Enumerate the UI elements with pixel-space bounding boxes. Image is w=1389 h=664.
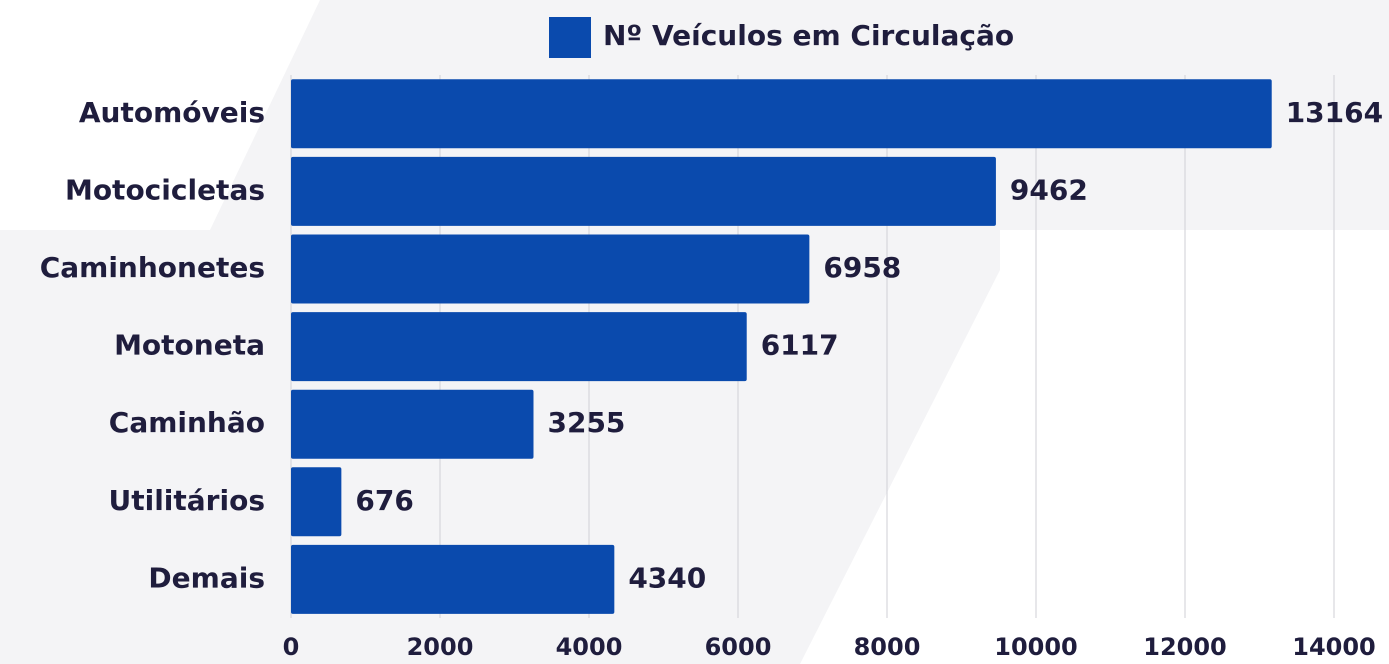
bar [291, 79, 1272, 149]
value-label: 3255 [547, 406, 625, 439]
x-tick-label: 14000 [1292, 633, 1376, 661]
x-tick-label: 8000 [854, 633, 921, 661]
bar [291, 312, 747, 382]
x-tick-label: 12000 [1143, 633, 1227, 661]
category-label: Motoneta [114, 329, 265, 362]
bar [291, 156, 996, 226]
legend-swatch [549, 17, 591, 58]
category-label: Automóveis [79, 96, 265, 129]
category-label: Utilitários [108, 484, 265, 517]
value-label: 6958 [823, 251, 901, 284]
value-label: 13164 [1286, 96, 1383, 129]
x-tick-label: 0 [283, 633, 300, 661]
value-label: 4340 [628, 561, 706, 594]
x-tick-label: 4000 [556, 633, 623, 661]
x-tick-label: 6000 [705, 633, 772, 661]
category-label: Caminhonetes [40, 251, 265, 284]
x-tick-label: 2000 [407, 633, 474, 661]
category-label: Demais [148, 561, 265, 594]
legend-label: Nº Veículos em Circulação [603, 19, 1014, 52]
bar [291, 544, 615, 614]
category-label: Motocicletas [65, 173, 265, 206]
value-label: 676 [355, 484, 413, 517]
x-tick-label: 10000 [994, 633, 1078, 661]
value-label: 6117 [761, 329, 839, 362]
value-label: 9462 [1010, 173, 1088, 206]
bar [291, 467, 342, 537]
bar [291, 234, 810, 304]
category-label: Caminhão [109, 406, 265, 439]
bar [291, 389, 534, 459]
